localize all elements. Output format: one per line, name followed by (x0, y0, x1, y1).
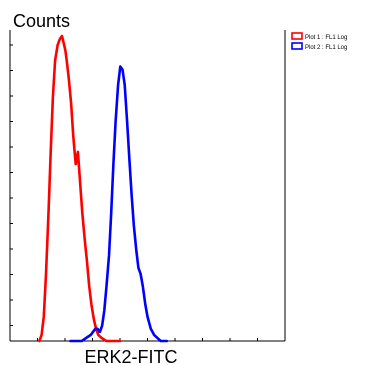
legend-swatch-2 (291, 42, 303, 50)
series-line-2 (69, 65, 169, 343)
axes (9, 30, 286, 342)
legend-swatch-1 (291, 32, 303, 40)
y-axis-label: Counts (13, 11, 70, 31)
series-layer (38, 34, 169, 343)
x-axis-label: ERK2-FITC (84, 347, 177, 365)
legend-label-2: Plot 2 : FL1 Log (305, 45, 347, 51)
series-line-1 (38, 34, 122, 343)
legend: Plot 1 : FL1 Log Plot 2 : FL1 Log (291, 32, 347, 51)
legend-label-1: Plot 1 : FL1 Log (305, 35, 347, 41)
